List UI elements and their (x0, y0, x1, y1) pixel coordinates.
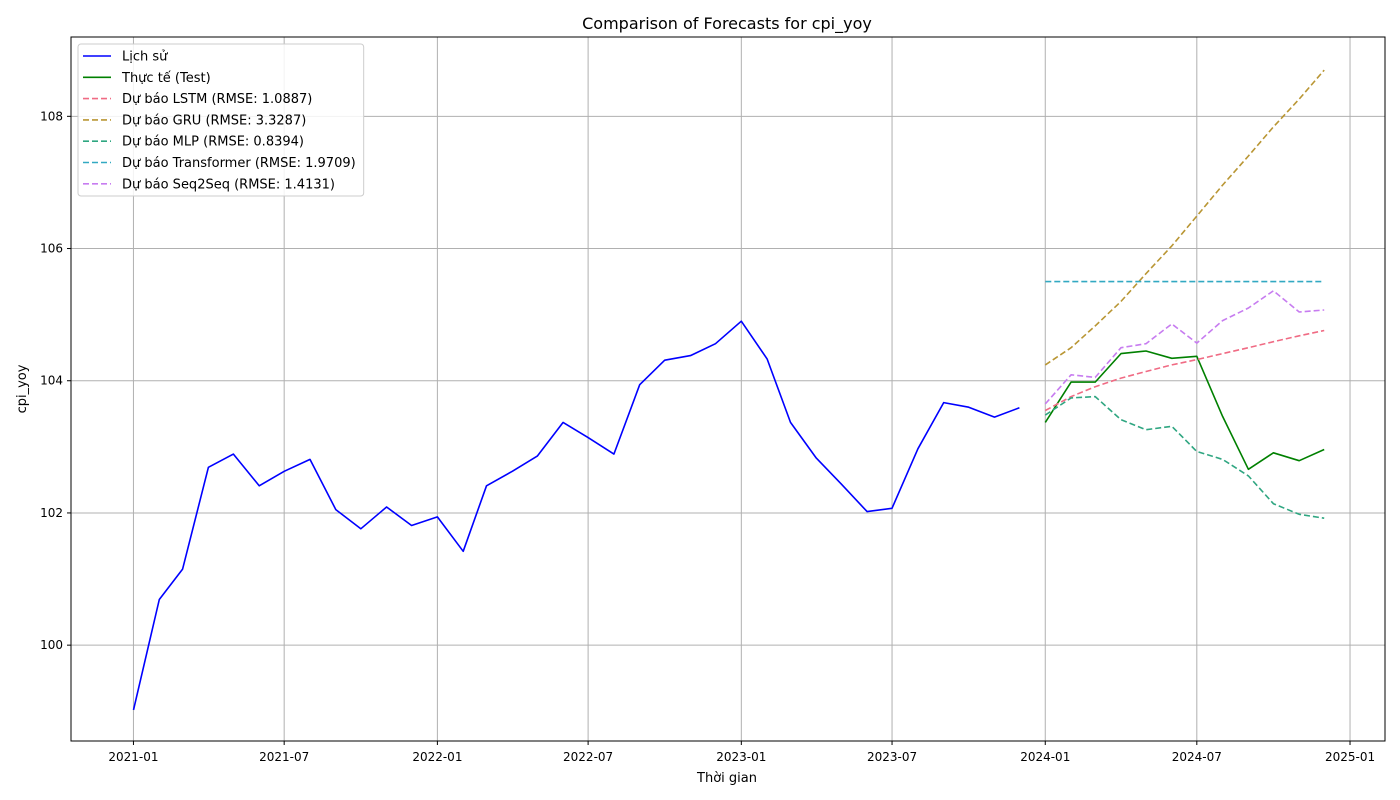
legend-box (77, 43, 365, 197)
x-tick-label: 2024-01 (1020, 750, 1070, 764)
legend-label-6: Dự báo Seq2Seq (RMSE: 1.4131) (122, 177, 335, 192)
y-tick-label: 104 (40, 374, 63, 388)
series-line-6 (1044, 289, 1325, 405)
y-tick-label: 102 (40, 506, 63, 520)
grid-lines (71, 37, 1385, 741)
legend-label-3: Dự báo GRU (RMSE: 3.3287) (122, 113, 306, 128)
legend-label-0: Lịch sử (122, 50, 168, 65)
y-tick-label: 106 (40, 242, 63, 256)
x-tick-label: 2024-07 (1172, 750, 1222, 764)
series-line-3 (1044, 69, 1325, 366)
y-tick-label: 100 (40, 638, 63, 652)
x-tick-label: 2023-07 (867, 750, 917, 764)
series-line-4 (1044, 395, 1325, 519)
y-tick-label: 108 (40, 109, 63, 123)
x-tick-label: 2021-01 (108, 750, 158, 764)
x-tick-label: 2025-01 (1325, 750, 1375, 764)
series-lines (132, 69, 1325, 711)
x-axis-label: Thời gian (696, 771, 757, 786)
axis-ticks: 2021-01 2021-07 2022-01 2022-07 2023-01 2023-… (40, 109, 1375, 764)
x-tick-label: 2023-01 (716, 750, 766, 764)
legend-label-5: Dự báo Transformer (RMSE: 1.9709) (122, 156, 356, 171)
legend: Lịch sử Thực tế (Test) Dự báo LSTM (RMSE: … (77, 43, 365, 197)
plot-frame (70, 36, 1386, 742)
legend-label-2: Dự báo LSTM (RMSE: 1.0887) (122, 92, 312, 107)
series-line-2 (1044, 329, 1325, 412)
legend-label-1: Thực tế (Test) (121, 71, 211, 86)
x-tick-label: 2022-01 (412, 750, 462, 764)
legend-label-4: Dự báo MLP (RMSE: 0.8394) (122, 135, 304, 150)
x-tick-label: 2022-07 (563, 750, 613, 764)
chart-title: Comparison of Forecasts for cpi_yoy (582, 14, 872, 34)
series-line-0 (132, 320, 1020, 711)
y-axis-label: cpi_yoy (15, 364, 30, 413)
series-line-1 (1044, 350, 1325, 471)
x-tick-label: 2021-07 (259, 750, 309, 764)
